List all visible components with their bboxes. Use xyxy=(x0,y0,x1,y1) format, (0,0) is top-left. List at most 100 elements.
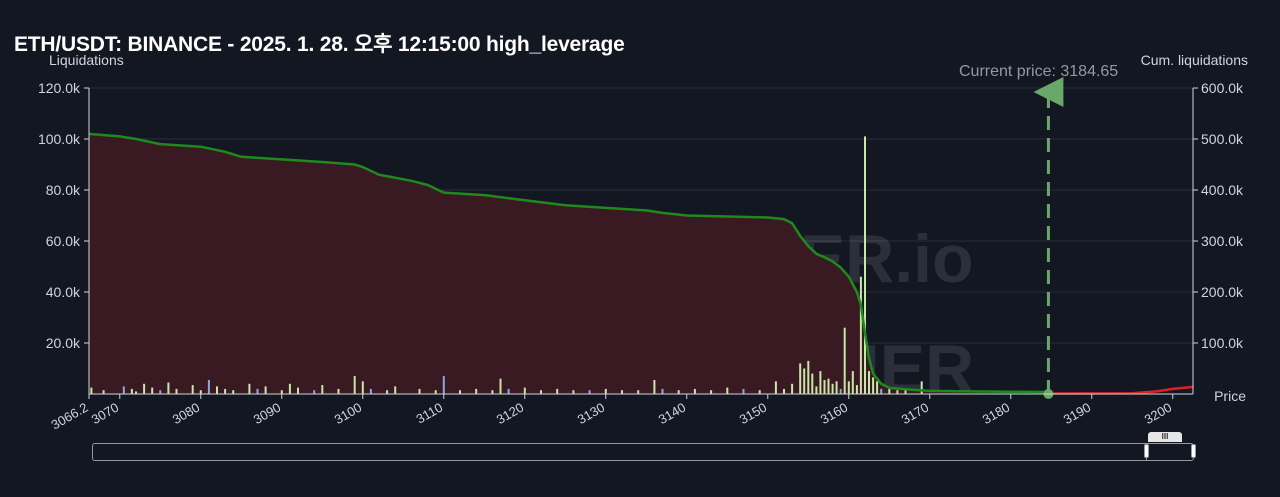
liquidation-bar[interactable] xyxy=(726,387,729,394)
liquidation-bar[interactable] xyxy=(459,390,461,394)
liquidation-bar[interactable] xyxy=(803,368,806,395)
liquidation-bar[interactable] xyxy=(855,385,858,394)
liquidation-bar[interactable] xyxy=(904,390,907,394)
liquidation-bar[interactable] xyxy=(523,387,526,394)
liquidation-bar[interactable] xyxy=(256,388,259,394)
liquidation-bar[interactable] xyxy=(369,388,372,394)
right-tick-label: 400.0k xyxy=(1201,182,1244,198)
liquidation-bar[interactable] xyxy=(827,378,830,394)
liquidation-bar[interactable] xyxy=(224,388,227,394)
liquidation-bar[interactable] xyxy=(434,390,437,394)
liquidation-bar[interactable] xyxy=(880,388,883,394)
liquidation-bar[interactable] xyxy=(361,381,364,395)
liquidation-bar[interactable] xyxy=(135,391,137,394)
liquidation-bar[interactable] xyxy=(499,378,502,394)
liquidation-bar[interactable] xyxy=(920,381,923,395)
liquidation-bar[interactable] xyxy=(783,388,785,394)
liquidation-bar[interactable] xyxy=(758,390,761,394)
liquidation-bar[interactable] xyxy=(876,381,879,395)
left-tick-label: 40.0k xyxy=(46,284,81,300)
liquidation-bar[interactable] xyxy=(831,383,834,394)
liquidation-bar[interactable] xyxy=(823,380,826,394)
liquidation-bar[interactable] xyxy=(143,383,146,394)
liquidation-bar[interactable] xyxy=(851,371,854,394)
liquidation-bar[interactable] xyxy=(264,386,267,394)
liquidation-bar[interactable] xyxy=(604,388,607,394)
liquidation-bar[interactable] xyxy=(321,385,324,394)
liquidation-bar[interactable] xyxy=(872,377,875,394)
x-tick-label: 3100 xyxy=(332,400,365,427)
liquidation-bar[interactable] xyxy=(896,390,899,394)
liquidation-bar[interactable] xyxy=(130,388,133,394)
left-axis-ticks: 20.0k 40.0k 60.0k 80.0k 100.0k 120.0k xyxy=(38,80,89,351)
liquidation-bar[interactable] xyxy=(864,136,866,394)
chart-title: ETH/USDT: BINANCE - 2025. 1. 28. 오후 12:1… xyxy=(14,33,625,56)
liquidation-bar[interactable] xyxy=(621,390,623,394)
liquidation-bar[interactable] xyxy=(216,386,218,394)
liquidation-bar[interactable] xyxy=(199,390,202,394)
liquidation-bar[interactable] xyxy=(248,383,251,394)
liquidation-bar[interactable] xyxy=(572,390,575,394)
x-tick-label: 3180 xyxy=(980,400,1013,427)
liquidation-bar[interactable] xyxy=(337,388,340,394)
liquidation-bar[interactable] xyxy=(710,390,713,394)
liquidation-bar[interactable] xyxy=(175,388,178,394)
liquidation-bar[interactable] xyxy=(507,388,510,394)
liquidation-bar[interactable] xyxy=(799,363,802,394)
x-tick-label: 3200 xyxy=(1142,400,1175,427)
liquidation-bar[interactable] xyxy=(819,371,822,394)
liquidation-bar[interactable] xyxy=(774,381,777,395)
right-tick-label: 200.0k xyxy=(1201,284,1244,300)
scroll-thumb-tab[interactable]: III xyxy=(1148,432,1182,442)
scroll-grip-left[interactable] xyxy=(1144,444,1149,458)
liquidation-bar[interactable] xyxy=(839,388,842,394)
range-scrollbar[interactable] xyxy=(92,443,1196,461)
liquidation-bar[interactable] xyxy=(661,388,664,394)
liquidation-bar[interactable] xyxy=(835,381,838,395)
liquidation-bar[interactable] xyxy=(102,390,105,394)
liquidation-bar[interactable] xyxy=(811,373,814,394)
liquidation-bar[interactable] xyxy=(353,376,356,394)
liquidation-bar[interactable] xyxy=(791,383,794,394)
liquidation-bar[interactable] xyxy=(151,387,154,394)
liquidation-bar[interactable] xyxy=(637,390,640,394)
scroll-thumb[interactable] xyxy=(1144,443,1196,461)
liquidation-bar[interactable] xyxy=(847,381,850,395)
liquidation-bar[interactable] xyxy=(859,276,862,394)
liquidation-bar[interactable] xyxy=(394,386,397,394)
liquidation-bar[interactable] xyxy=(693,388,696,394)
liquidation-bar[interactable] xyxy=(122,386,125,394)
liquidation-bar[interactable] xyxy=(288,383,291,394)
liquidation-bar[interactable] xyxy=(556,388,559,394)
liquidation-bar[interactable] xyxy=(167,382,170,395)
liquidation-bars xyxy=(90,136,923,395)
liquidation-bar[interactable] xyxy=(313,390,316,394)
liquidation-chart[interactable]: THE KINGFISHER.io THE KINGFISHER 20.0k40… xyxy=(0,0,1280,440)
liquidation-bar[interactable] xyxy=(677,390,680,394)
liquidation-bar[interactable] xyxy=(742,388,745,394)
liquidation-bar[interactable] xyxy=(807,360,810,394)
liquidation-bar[interactable] xyxy=(491,390,494,394)
liquidation-bar[interactable] xyxy=(280,390,283,394)
liquidation-bar[interactable] xyxy=(888,388,891,394)
liquidation-bar[interactable] xyxy=(653,380,656,394)
liquidation-bar[interactable] xyxy=(386,390,389,394)
liquidation-bar[interactable] xyxy=(232,390,235,394)
liquidation-bar[interactable] xyxy=(475,388,478,394)
liquidation-bar[interactable] xyxy=(90,387,93,394)
right-axis-title: Cum. liquidations xyxy=(1140,52,1248,68)
right-tick-label: 300.0k xyxy=(1201,233,1244,249)
right-tick-label: 600.0k xyxy=(1201,80,1244,96)
liquidation-bar[interactable] xyxy=(843,327,846,394)
liquidation-bar[interactable] xyxy=(815,386,818,394)
liquidation-bar[interactable] xyxy=(868,371,870,394)
liquidation-bar[interactable] xyxy=(442,376,445,394)
liquidation-bar[interactable] xyxy=(588,390,591,394)
liquidation-bar[interactable] xyxy=(297,387,299,394)
liquidation-bar[interactable] xyxy=(207,380,210,394)
liquidation-bar[interactable] xyxy=(159,390,162,394)
liquidation-bar[interactable] xyxy=(540,390,542,394)
liquidation-bar[interactable] xyxy=(191,385,194,394)
liquidation-bar[interactable] xyxy=(418,388,421,394)
scroll-grip-right[interactable] xyxy=(1191,444,1196,458)
